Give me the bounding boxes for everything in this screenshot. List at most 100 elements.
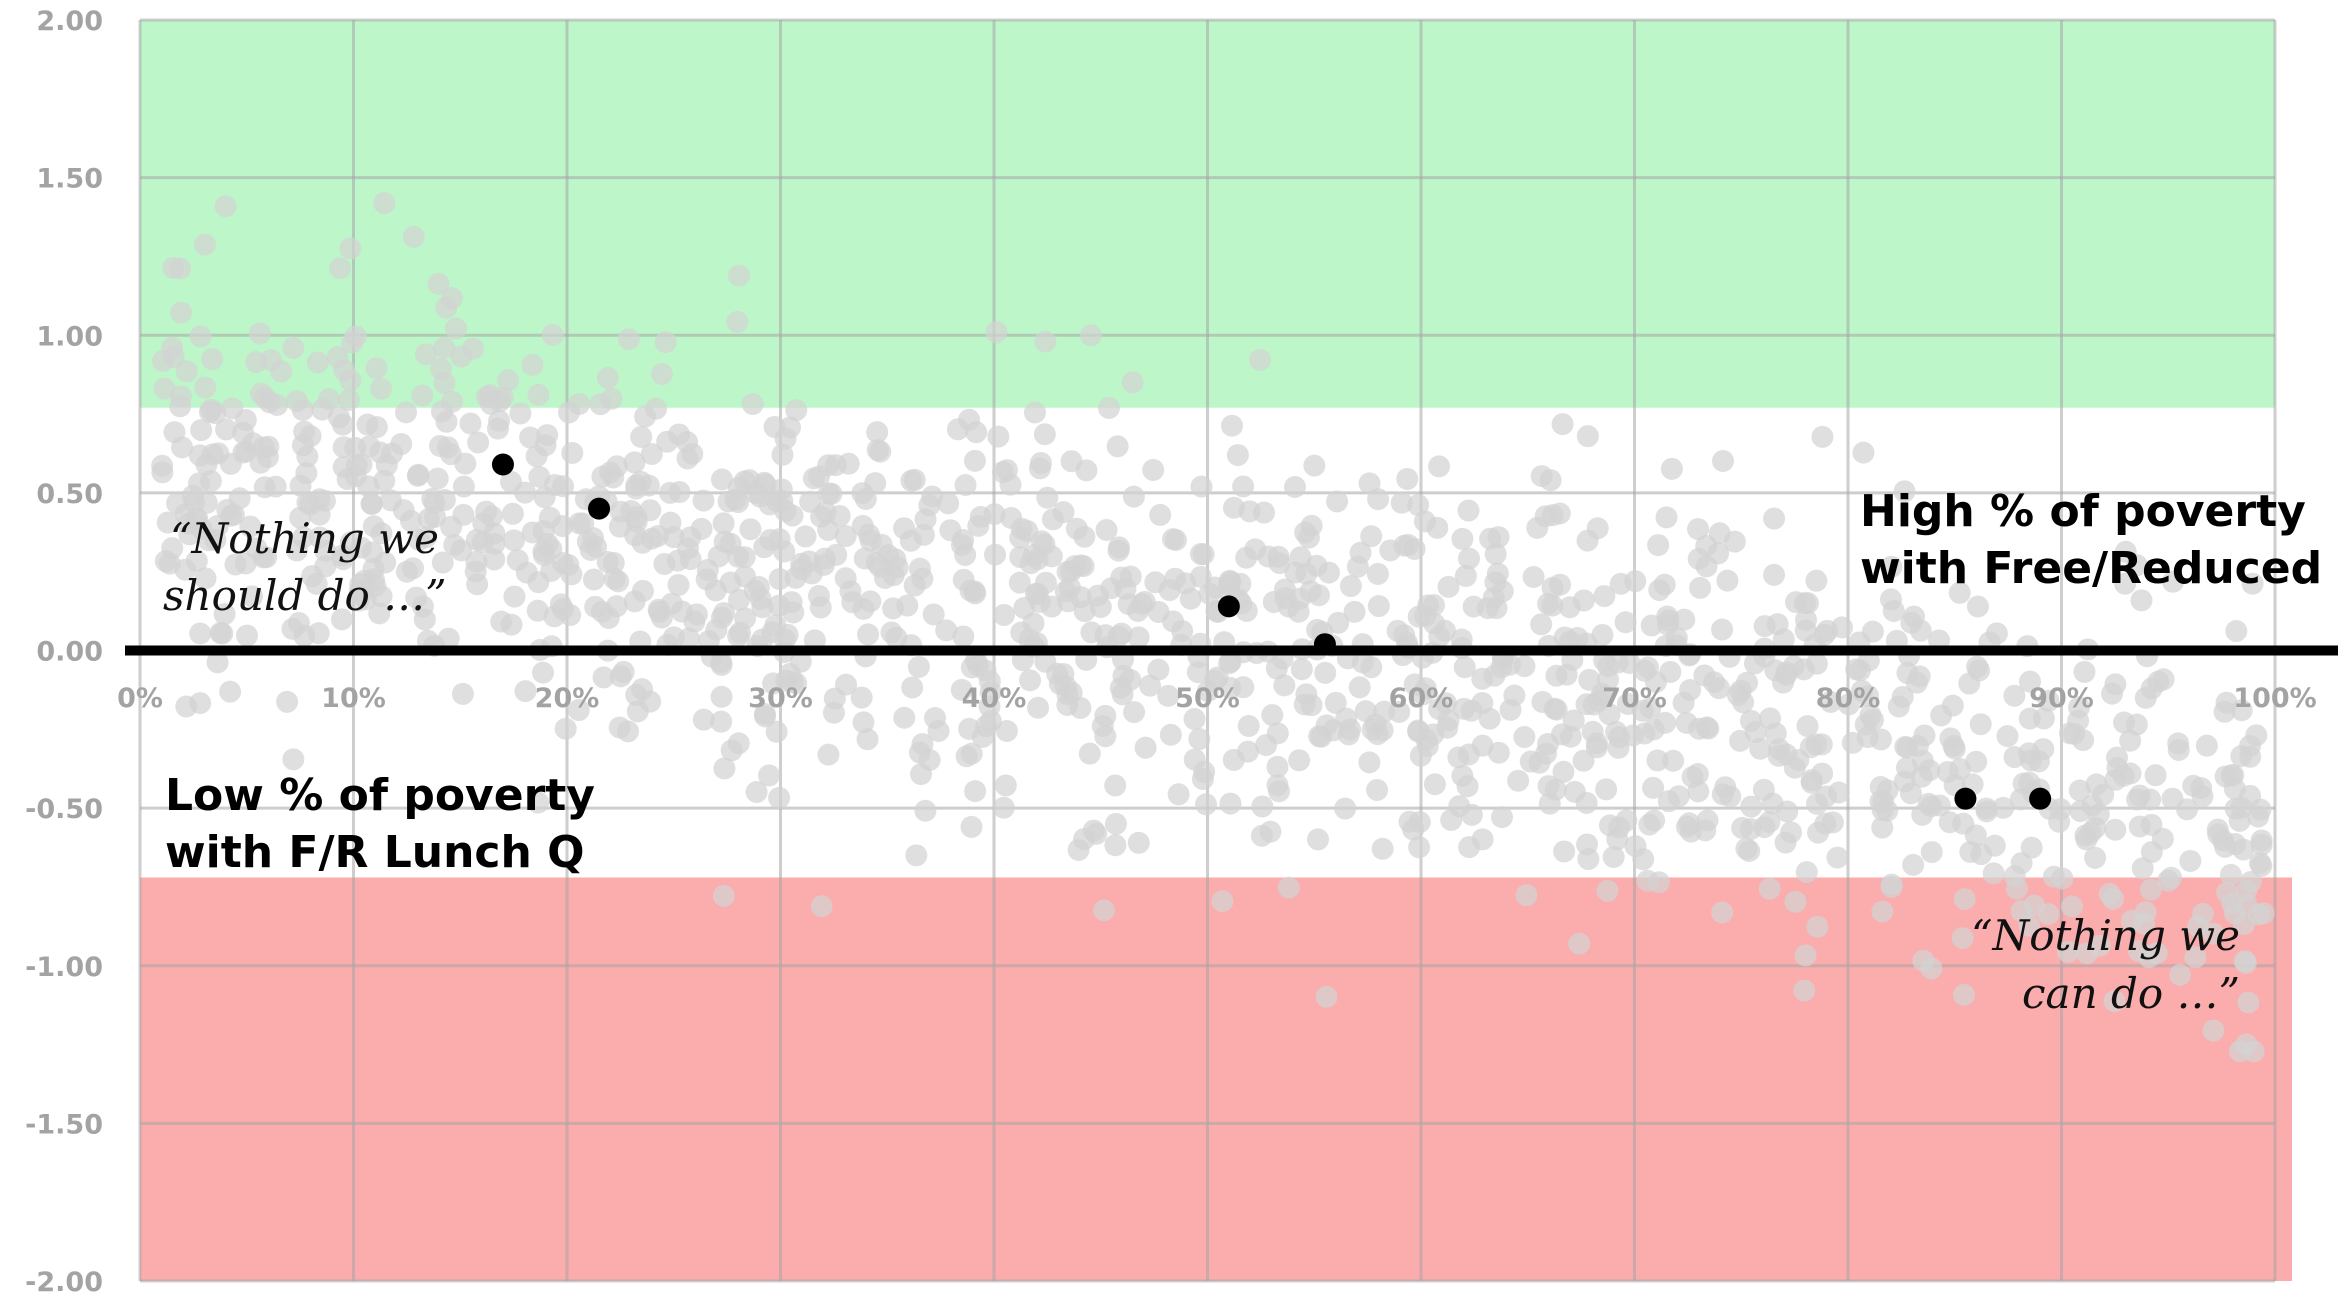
background-point: [328, 406, 351, 429]
background-point: [1966, 595, 1989, 618]
background-point: [964, 780, 987, 803]
background-point: [1938, 811, 1961, 834]
background-point: [1899, 782, 1922, 805]
background-point: [958, 717, 981, 740]
background-point: [1908, 665, 1931, 688]
background-point: [503, 585, 526, 608]
background-point: [1758, 877, 1781, 900]
background-point: [1534, 742, 1557, 765]
background-point: [835, 673, 858, 696]
highlight-point: [2029, 787, 2052, 810]
background-point: [450, 345, 473, 368]
background-point: [185, 507, 208, 530]
background-point: [1093, 899, 1116, 922]
background-point: [1408, 836, 1431, 859]
background-point: [437, 627, 460, 650]
background-point: [1147, 658, 1170, 681]
background-point: [399, 509, 422, 532]
background-point: [2104, 818, 2127, 841]
background-point: [199, 469, 222, 492]
background-point: [452, 475, 475, 498]
background-point: [2169, 963, 2192, 986]
highlight-point: [491, 453, 514, 476]
background-point: [2112, 764, 2135, 787]
background-point: [1122, 485, 1145, 508]
background-point: [1188, 727, 1211, 750]
background-point: [987, 425, 1010, 448]
background-point: [2134, 901, 2157, 924]
background-point: [1303, 454, 1326, 477]
background-point: [668, 481, 691, 504]
background-point: [765, 720, 788, 743]
background-point: [1094, 704, 1117, 727]
background-point: [1334, 797, 1357, 820]
x-tick-label: 50%: [1175, 683, 1240, 714]
background-point: [1596, 668, 1619, 691]
background-point: [185, 549, 208, 572]
background-point: [1551, 413, 1574, 436]
background-point: [514, 680, 537, 703]
background-point: [965, 421, 988, 444]
background-point: [2223, 777, 2246, 800]
background-point: [1349, 541, 1372, 564]
background-point: [370, 377, 393, 400]
y-tick-label: 2.00: [36, 6, 103, 37]
background-point: [992, 603, 1015, 626]
background-point: [1894, 735, 1917, 758]
background-point: [952, 625, 975, 648]
background-point: [1373, 700, 1396, 723]
background-point: [219, 680, 242, 703]
background-point: [333, 359, 356, 382]
background-point: [1792, 658, 1815, 681]
background-point: [2067, 709, 2090, 732]
background-point: [999, 473, 1022, 496]
background-point: [1780, 821, 1803, 844]
background-point: [1433, 619, 1456, 642]
background-point: [1530, 613, 1553, 636]
background-point: [1941, 694, 1964, 717]
background-point: [896, 594, 919, 617]
background-point: [307, 622, 330, 645]
background-point: [1621, 724, 1644, 747]
background-point: [654, 331, 677, 354]
background-point: [1326, 490, 1349, 513]
background-point: [1681, 766, 1704, 789]
background-point: [1545, 698, 1568, 721]
background-point: [880, 621, 903, 644]
background-point: [527, 791, 550, 814]
background-point: [964, 582, 987, 605]
background-point: [1499, 698, 1522, 721]
background-point: [1711, 901, 1734, 924]
background-point: [551, 515, 574, 538]
background-point: [785, 399, 808, 422]
background-point: [2161, 570, 2184, 593]
x-tick-label: 40%: [962, 683, 1027, 714]
background-point: [1763, 563, 1786, 586]
background-point: [1440, 808, 1463, 831]
background-point: [1315, 985, 1338, 1008]
background-point: [1657, 790, 1680, 813]
highlight-point: [588, 497, 611, 520]
background-point: [1104, 834, 1127, 857]
background-point: [602, 466, 625, 489]
background-point: [1324, 691, 1347, 714]
background-point: [370, 585, 393, 608]
background-point: [1082, 819, 1105, 842]
background-point: [758, 764, 781, 787]
background-point: [794, 525, 817, 548]
background-point: [817, 482, 840, 505]
background-point: [1069, 696, 1092, 719]
background-point: [1027, 696, 1050, 719]
background-point: [1595, 778, 1618, 801]
background-point: [1483, 664, 1506, 687]
background-point: [232, 441, 255, 464]
background-point: [394, 401, 417, 424]
background-point: [774, 500, 797, 523]
background-point: [506, 549, 529, 572]
background-point: [207, 442, 230, 465]
background-point: [1266, 774, 1289, 797]
background-point: [774, 427, 797, 450]
background-point: [1646, 749, 1669, 772]
highlight-point: [1217, 595, 1240, 618]
background-point: [224, 553, 247, 576]
